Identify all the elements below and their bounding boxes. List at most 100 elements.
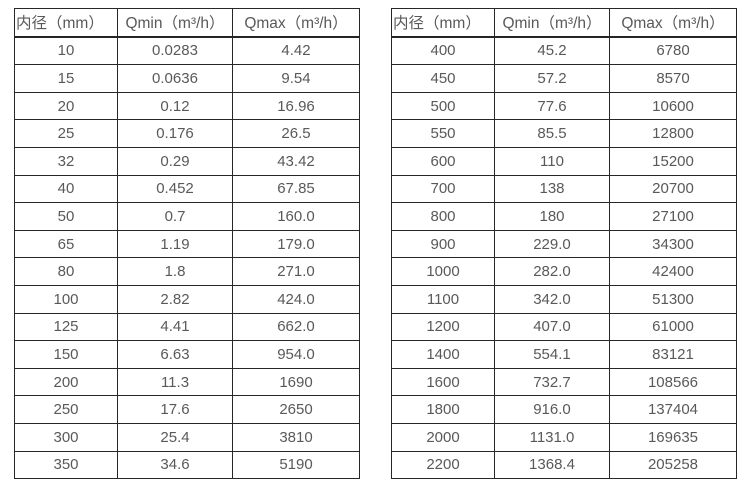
table-cell: 1800: [391, 395, 495, 424]
table-cell: 15200: [609, 146, 737, 176]
table-cell: 282.0: [494, 257, 610, 286]
table-cell: 34.6: [117, 450, 233, 480]
table-cell: 1690: [232, 367, 360, 397]
table-cell: 83121: [609, 340, 737, 369]
table-header-row: 内径（mm） Qmin（m³/h） Qmax（m³/h）: [391, 7, 737, 38]
table-cell: 26.5: [232, 119, 360, 148]
table-cell: 57.2: [494, 64, 610, 93]
table-cell: 2.82: [117, 284, 233, 314]
table-cell: 10600: [609, 91, 737, 121]
table-header-row: 内径（mm） Qmin（m³/h） Qmax（m³/h）: [14, 7, 360, 38]
table-row: 600 110 15200: [391, 146, 737, 176]
table-cell: 25.4: [117, 422, 233, 452]
table-cell: 12800: [609, 119, 737, 148]
table-cell: 205258: [609, 450, 737, 480]
table-row: 20 0.12 16.96: [14, 91, 360, 121]
table-cell: 9.54: [232, 64, 360, 93]
table-cell: 51300: [609, 284, 737, 314]
table-row: 32 0.29 43.42: [14, 146, 360, 176]
table-cell: 2650: [232, 395, 360, 424]
table-body: 400 45.2 6780 450 57.2 8570 500 77.6 10600 550 85.…: [391, 36, 737, 480]
table-cell: 15: [14, 64, 118, 93]
table-cell: 100: [14, 284, 118, 314]
table-cell: 0.0636: [117, 64, 233, 93]
table-cell: 67.85: [232, 174, 360, 204]
table-cell: 1368.4: [494, 450, 610, 480]
table-cell: 271.0: [232, 257, 360, 286]
table-cell: 110: [494, 146, 610, 176]
table-cell: 17.6: [117, 395, 233, 424]
table-row: 400 45.2 6780: [391, 36, 737, 66]
table-cell: 34300: [609, 229, 737, 259]
table-cell: 20700: [609, 174, 737, 204]
table-cell: 85.5: [494, 119, 610, 148]
table-cell: 0.29: [117, 146, 233, 176]
table-cell: 1100: [391, 284, 495, 314]
table-row: 2200 1368.4 205258: [391, 450, 737, 480]
table-row: 65 1.19 179.0: [14, 229, 360, 259]
table-cell: 407.0: [494, 312, 610, 342]
table-cell: 32: [14, 146, 118, 176]
table-cell: 0.176: [117, 119, 233, 148]
table-row: 1600 732.7 108566: [391, 367, 737, 397]
table-cell: 80: [14, 257, 118, 286]
table-cell: 954.0: [232, 340, 360, 369]
column-header-inner-diameter: 内径（mm）: [14, 7, 118, 38]
table-cell: 125: [14, 312, 118, 342]
table-cell: 350: [14, 450, 118, 480]
table-cell: 450: [391, 64, 495, 93]
table-cell: 800: [391, 202, 495, 231]
table-cell: 160.0: [232, 202, 360, 231]
table-row: 200 11.3 1690: [14, 367, 360, 397]
table-cell: 200: [14, 367, 118, 397]
table-row: 40 0.452 67.85: [14, 174, 360, 204]
table-cell: 554.1: [494, 340, 610, 369]
table-row: 2000 1131.0 169635: [391, 422, 737, 452]
table-cell: 1400: [391, 340, 495, 369]
table-cell: 4.41: [117, 312, 233, 342]
table-cell: 50: [14, 202, 118, 231]
table-cell: 732.7: [494, 367, 610, 397]
table-row: 800 180 27100: [391, 202, 737, 231]
table-cell: 45.2: [494, 36, 610, 66]
table-cell: 77.6: [494, 91, 610, 121]
table-cell: 25: [14, 119, 118, 148]
table-row: 1400 554.1 83121: [391, 340, 737, 369]
table-cell: 5190: [232, 450, 360, 480]
table-row: 500 77.6 10600: [391, 91, 737, 121]
table-cell: 1600: [391, 367, 495, 397]
column-header-qmax: Qmax（m³/h）: [609, 7, 737, 38]
table-cell: 8570: [609, 64, 737, 93]
table-cell: 1000: [391, 257, 495, 286]
table-cell: 600: [391, 146, 495, 176]
table-cell: 61000: [609, 312, 737, 342]
table-row: 1100 342.0 51300: [391, 284, 737, 314]
table-row: 700 138 20700: [391, 174, 737, 204]
table-cell: 1.8: [117, 257, 233, 286]
table-row: 80 1.8 271.0: [14, 257, 360, 286]
table-cell: 342.0: [494, 284, 610, 314]
table-cell: 300: [14, 422, 118, 452]
table-cell: 700: [391, 174, 495, 204]
table-cell: 916.0: [494, 395, 610, 424]
table-cell: 0.452: [117, 174, 233, 204]
column-header-qmax: Qmax（m³/h）: [232, 7, 360, 38]
table-cell: 27100: [609, 202, 737, 231]
table-row: 50 0.7 160.0: [14, 202, 360, 231]
column-header-qmin: Qmin（m³/h）: [117, 7, 233, 38]
table-cell: 4.42: [232, 36, 360, 66]
table-row: 300 25.4 3810: [14, 422, 360, 452]
table-cell: 137404: [609, 395, 737, 424]
table-cell: 43.42: [232, 146, 360, 176]
table-cell: 550: [391, 119, 495, 148]
table-row: 550 85.5 12800: [391, 119, 737, 148]
table-cell: 20: [14, 91, 118, 121]
table-body: 10 0.0283 4.42 15 0.0636 9.54 20 0.12 16.96 25 0.1…: [14, 36, 360, 480]
table-cell: 2200: [391, 450, 495, 480]
table-cell: 40: [14, 174, 118, 204]
table-cell: 3810: [232, 422, 360, 452]
table-cell: 179.0: [232, 229, 360, 259]
table-cell: 1200: [391, 312, 495, 342]
table-row: 250 17.6 2650: [14, 395, 360, 424]
